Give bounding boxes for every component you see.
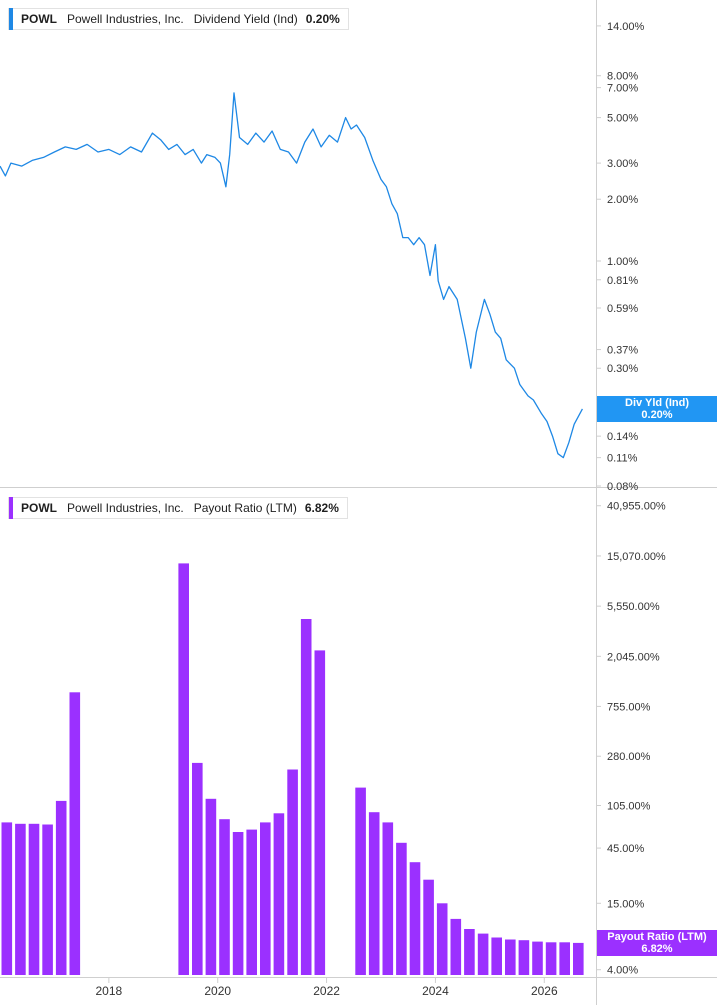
top-y-tick-label: 8.00% xyxy=(607,71,638,83)
payout-ratio-bar xyxy=(314,650,326,975)
bottom-y-tick-label: 5,550.00% xyxy=(607,601,660,613)
top-legend-value: 0.20% xyxy=(305,12,340,26)
bottom-y-tick-label: 755.00% xyxy=(607,701,651,713)
payout-ratio-bar xyxy=(491,937,502,975)
bottom-y-tick-label: 40,955.00% xyxy=(607,501,666,513)
payout-ratio-bar xyxy=(246,829,257,975)
bottom-legend-company: Powell Industries, Inc. xyxy=(67,501,184,515)
top-legend-ticker: POWL xyxy=(21,12,57,26)
x-tick-label: 2024 xyxy=(422,984,449,998)
top-y-tick-label: 3.00% xyxy=(607,158,638,170)
top-y-tick-label: 0.11% xyxy=(607,453,638,465)
x-tick-label: 2026 xyxy=(531,984,558,998)
payout-ratio-bar xyxy=(273,813,285,975)
x-axis-ticks: 2018 2020 2022 2024 2026 xyxy=(96,977,558,998)
top-y-tick-label: 14.00% xyxy=(607,21,645,33)
payout-ratio-bar xyxy=(178,563,189,975)
bottom-legend-value: 6.82% xyxy=(304,501,339,515)
payout-ratio-bar xyxy=(382,822,394,975)
payout-ratio-bar xyxy=(559,942,570,975)
x-tick-label: 2022 xyxy=(313,984,340,998)
current-payout-tag-value: 6.82% xyxy=(641,943,673,955)
top-y-axis-ticks: 14.00% 8.00%7.00% 5.00% 3.00% 2.00% 1.00% 0.81… xyxy=(596,21,645,493)
payout-ratio-bar xyxy=(423,879,434,975)
top-y-tick-label: 0.08% xyxy=(607,481,638,493)
x-tick-label: 2018 xyxy=(96,984,123,998)
top-y-tick-label: 5.00% xyxy=(607,113,638,125)
payout-ratio-bar xyxy=(532,941,543,975)
payout-ratio-bar xyxy=(55,800,67,975)
current-yield-tag-label: Div Yld (Ind) xyxy=(625,397,689,409)
bottom-y-tick-label: 15.00% xyxy=(607,898,645,910)
dividend-yield-plot xyxy=(0,92,583,459)
bottom-y-tick-label: 280.00% xyxy=(607,751,651,763)
payout-ratio-bar xyxy=(1,822,13,975)
top-y-tick-label: 0.59% xyxy=(607,303,638,315)
payout-ratio-bar xyxy=(15,823,26,975)
payout-ratio-bar xyxy=(573,942,584,975)
current-payout-tag-label: Payout Ratio (LTM) xyxy=(607,931,707,943)
x-tick-label: 2020 xyxy=(204,984,231,998)
payout-ratio-bar xyxy=(192,762,203,975)
payout-ratio-bar xyxy=(505,939,516,975)
bottom-legend-ticker: POWL xyxy=(21,501,57,515)
current-yield-tag: Div Yld (Ind) 0.20% xyxy=(597,396,717,422)
dividend-yield-line xyxy=(0,92,583,459)
top-y-tick-label: 0.81% xyxy=(607,275,638,287)
payout-ratio-bar xyxy=(232,832,244,975)
payout-ratio-bar xyxy=(518,940,530,975)
payout-ratio-bar xyxy=(409,862,421,975)
payout-ratio-bar xyxy=(368,812,380,975)
bottom-legend[interactable]: POWL Powell Industries, Inc. Payout Rati… xyxy=(8,497,348,519)
payout-ratio-bar xyxy=(450,918,462,975)
bottom-y-tick-label: 4.00% xyxy=(607,965,638,977)
top-legend-company: Powell Industries, Inc. xyxy=(67,12,184,26)
bottom-legend-swatch xyxy=(9,497,13,519)
current-yield-tag-value: 0.20% xyxy=(641,409,673,421)
payout-ratio-bar xyxy=(219,819,230,975)
payout-ratio-bar xyxy=(436,903,448,975)
bottom-legend-metric: Payout Ratio (LTM) xyxy=(193,501,297,515)
payout-ratio-bar xyxy=(300,619,312,975)
payout-ratio-bar xyxy=(545,942,557,975)
bottom-y-tick-label: 2,045.00% xyxy=(607,651,660,663)
payout-ratio-bar xyxy=(205,798,217,975)
payout-ratio-bar xyxy=(287,769,298,975)
bottom-y-tick-label: 105.00% xyxy=(607,801,651,813)
payout-ratio-bar xyxy=(260,822,271,975)
payout-ratio-bar xyxy=(69,692,81,975)
payout-ratio-bar xyxy=(42,824,53,975)
top-y-tick-label: 0.30% xyxy=(607,363,638,375)
bottom-y-axis-ticks: 40,955.00% 15,070.00% 5,550.00% 2,045.00% 75… xyxy=(596,501,666,977)
payout-ratio-bar xyxy=(355,787,366,975)
payout-ratio-bar xyxy=(477,933,489,975)
top-y-tick-label: 2.00% xyxy=(607,194,638,206)
current-payout-tag: Payout Ratio (LTM) 6.82% xyxy=(597,930,717,956)
bottom-y-tick-label: 45.00% xyxy=(607,843,645,855)
top-y-tick-label: 0.37% xyxy=(607,345,638,357)
payout-ratio-bar xyxy=(396,842,407,975)
top-legend-swatch xyxy=(9,8,13,30)
top-legend-metric: Dividend Yield (Ind) xyxy=(193,12,298,26)
top-y-tick-label: 7.00% xyxy=(607,83,638,95)
top-legend[interactable]: POWL Powell Industries, Inc. Dividend Yi… xyxy=(8,8,349,30)
payout-ratio-plot xyxy=(1,563,584,975)
payout-ratio-bar xyxy=(28,823,40,975)
top-y-tick-label: 0.14% xyxy=(607,431,638,443)
bottom-y-tick-label: 15,070.00% xyxy=(607,551,666,563)
top-y-tick-label: 1.00% xyxy=(607,256,638,268)
payout-ratio-bar xyxy=(464,929,475,975)
